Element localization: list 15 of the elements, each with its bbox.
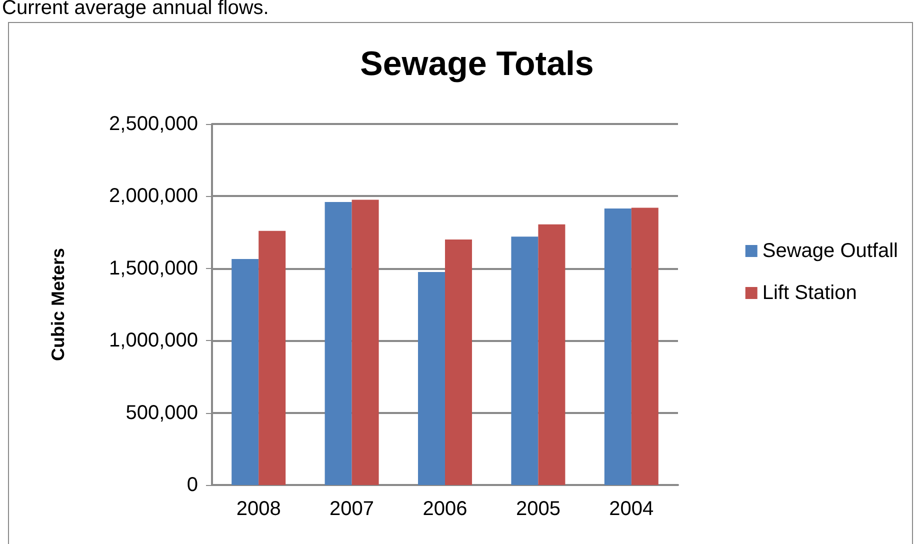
legend-label: Sewage Outfall <box>762 240 898 262</box>
chart-title: Sewage Totals <box>360 45 594 83</box>
y-tick-label: 2,500,000 <box>109 113 198 135</box>
x-tick-label: 2004 <box>609 498 654 520</box>
x-tick-label: 2006 <box>422 498 468 520</box>
legend-label: Lift Station <box>762 282 857 304</box>
y-tick-label: 0 <box>186 474 198 496</box>
x-tick-label: 2005 <box>516 498 560 520</box>
y-axis-title: Cubic Meters <box>48 248 68 362</box>
y-tick-label: 1,000,000 <box>109 330 198 352</box>
x-tick-label: 2007 <box>330 498 374 520</box>
y-tick-label: 500,000 <box>126 402 198 424</box>
x-tick-label: 2008 <box>236 498 281 520</box>
y-tick-label: 2,000,000 <box>109 185 198 208</box>
y-tick-label: 1,500,000 <box>109 257 198 280</box>
